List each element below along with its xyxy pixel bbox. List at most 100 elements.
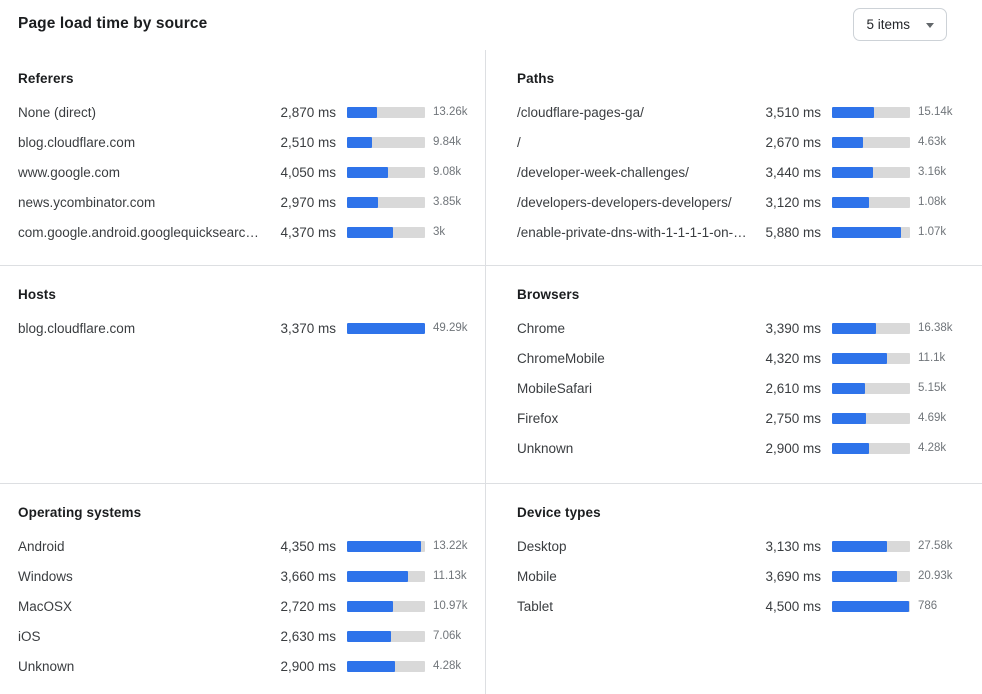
row-visit-count: 9.08k — [433, 166, 462, 178]
section-rows: /cloudflare-pages-ga/3,510 ms 15.14k / 2,67… — [517, 97, 970, 247]
load-time-bar — [347, 600, 425, 612]
section-title-device-types: Device types — [517, 505, 601, 520]
metric-row[interactable]: blog.cloudflare.com 2,510 ms 9.84k — [18, 127, 485, 157]
row-load-time: 2,970 ms — [280, 194, 336, 210]
load-time-bar — [832, 570, 910, 582]
load-time-bar-fill — [347, 166, 389, 178]
metric-row[interactable]: Windows 3,660 ms 11.13k — [18, 561, 485, 591]
row-load-time: 3,690 ms — [765, 568, 821, 584]
row-load-time: 3,440 ms — [765, 164, 821, 180]
row-visit-count: 4.69k — [918, 412, 947, 424]
load-time-bar — [832, 196, 910, 208]
metric-row[interactable]: ChromeMobile 4,320 ms 11.1k — [517, 343, 970, 373]
row-label: Windows — [18, 568, 73, 584]
row-load-time: 2,870 ms — [280, 104, 336, 120]
row-label: None (direct) — [18, 104, 97, 120]
metric-row[interactable]: Tablet 4,500 ms 786 — [517, 591, 970, 621]
row-label: Desktop — [517, 538, 567, 554]
row-load-time: 2,670 ms — [765, 134, 821, 150]
row-visit-count: 4.63k — [918, 136, 947, 148]
load-time-bar-fill — [347, 136, 372, 148]
row-load-time: 2,900 ms — [765, 440, 821, 456]
metric-row[interactable]: /cloudflare-pages-ga/3,510 ms 15.14k — [517, 97, 970, 127]
row-load-time: 3,660 ms — [280, 568, 336, 584]
load-time-bar-fill — [832, 382, 865, 394]
sections-grid: Referers None (direct) 2,870 ms 13.26k blog.… — [0, 50, 982, 694]
metric-row[interactable]: com.google.android.googlequicksearc… 4,37… — [18, 217, 485, 247]
items-count-dropdown[interactable]: 5 items — [853, 8, 947, 41]
metric-row[interactable]: news.ycombinator.com 2,970 ms 3.85k — [18, 187, 485, 217]
row-load-time: 4,050 ms — [280, 164, 336, 180]
row-visit-count: 4.28k — [433, 660, 462, 672]
row-visit-count: 1.08k — [918, 196, 947, 208]
metric-row[interactable]: blog.cloudflare.com 3,370 ms 49.29k — [18, 313, 485, 343]
row-load-time: 3,130 ms — [765, 538, 821, 554]
metric-row[interactable]: Android 4,350 ms 13.22k — [18, 531, 485, 561]
load-time-bar — [347, 136, 425, 148]
load-time-bar-fill — [347, 226, 394, 238]
metric-row[interactable]: Unknown 2,900 ms 4.28k — [18, 651, 485, 681]
section-title-referers: Referers — [18, 71, 74, 86]
load-time-bar — [347, 540, 425, 552]
row-label: / — [517, 134, 521, 150]
row-visit-count: 20.93k — [918, 570, 953, 582]
section-operating-systems: Operating systems Android 4,350 ms 13.22k Wi… — [0, 483, 486, 694]
row-load-time: 2,630 ms — [280, 628, 336, 644]
section-rows: Chrome 3,390 ms 16.38k ChromeMobile 4,320 ms… — [517, 313, 970, 463]
load-time-bar-fill — [832, 166, 873, 178]
metric-row[interactable]: www.google.com 4,050 ms 9.08k — [18, 157, 485, 187]
section-title-paths: Paths — [517, 71, 555, 86]
load-time-bar-fill — [832, 136, 864, 148]
load-time-bar — [347, 570, 425, 582]
metric-row[interactable]: None (direct) 2,870 ms 13.26k — [18, 97, 485, 127]
metric-row[interactable]: /developer-week-challenges/3,440 ms 3.16k — [517, 157, 970, 187]
metric-row[interactable]: / 2,670 ms 4.63k — [517, 127, 970, 157]
metric-row[interactable]: Mobile 3,690 ms 20.93k — [517, 561, 970, 591]
row-visit-count: 10.97k — [433, 600, 468, 612]
metric-row[interactable]: Unknown 2,900 ms 4.28k — [517, 433, 970, 463]
row-label: Firefox — [517, 410, 559, 426]
load-time-bar — [347, 166, 425, 178]
metric-row[interactable]: MacOSX 2,720 ms 10.97k — [18, 591, 485, 621]
load-time-bar — [347, 660, 425, 672]
row-load-time: 3,120 ms — [765, 194, 821, 210]
load-time-bar — [832, 442, 910, 454]
metric-row[interactable]: Chrome 3,390 ms 16.38k — [517, 313, 970, 343]
row-label: blog.cloudflare.com — [18, 134, 136, 150]
row-visit-count: 13.26k — [433, 106, 468, 118]
load-time-bar-fill — [347, 630, 391, 642]
row-visit-count: 27.58k — [918, 540, 953, 552]
row-label: iOS — [18, 628, 41, 644]
load-time-bar — [832, 226, 910, 238]
load-time-bar-fill — [832, 322, 876, 334]
metric-row[interactable]: Firefox 2,750 ms 4.69k — [517, 403, 970, 433]
load-time-bar — [347, 226, 425, 238]
row-visit-count: 4.28k — [918, 442, 947, 454]
row-label: news.ycombinator.com — [18, 194, 156, 210]
load-time-bar-fill — [347, 570, 408, 582]
metric-row[interactable]: iOS 2,630 ms 7.06k — [18, 621, 485, 651]
row-label: Unknown — [517, 440, 574, 456]
row-visit-count: 11.13k — [433, 570, 467, 582]
load-time-bar — [832, 136, 910, 148]
metric-row[interactable]: /developers-developers-developers/3,120 … — [517, 187, 970, 217]
metric-row[interactable]: MobileSafari 2,610 ms 5.15k — [517, 373, 970, 403]
metric-row[interactable]: Desktop 3,130 ms 27.58k — [517, 531, 970, 561]
row-label: MacOSX — [18, 598, 73, 614]
section-rows: blog.cloudflare.com 3,370 ms 49.29k — [18, 313, 485, 343]
load-time-bar — [832, 412, 910, 424]
row-visit-count: 1.07k — [918, 226, 947, 238]
row-label: MobileSafari — [517, 380, 593, 396]
row-load-time: 4,370 ms — [280, 224, 336, 240]
row-load-time: 2,610 ms — [765, 380, 821, 396]
load-time-bar — [832, 540, 910, 552]
row-visit-count: 3.16k — [918, 166, 947, 178]
row-load-time: 5,880 ms — [765, 224, 821, 240]
row-visit-count: 16.38k — [918, 322, 953, 334]
metric-row[interactable]: /enable-private-dns-with-1-1-1-1-on-… 5,8… — [517, 217, 970, 247]
row-visit-count: 11.1k — [918, 352, 946, 364]
row-load-time: 4,350 ms — [280, 538, 336, 554]
section-rows: None (direct) 2,870 ms 13.26k blog.cloudfla… — [18, 97, 485, 247]
load-time-bar — [832, 600, 910, 612]
